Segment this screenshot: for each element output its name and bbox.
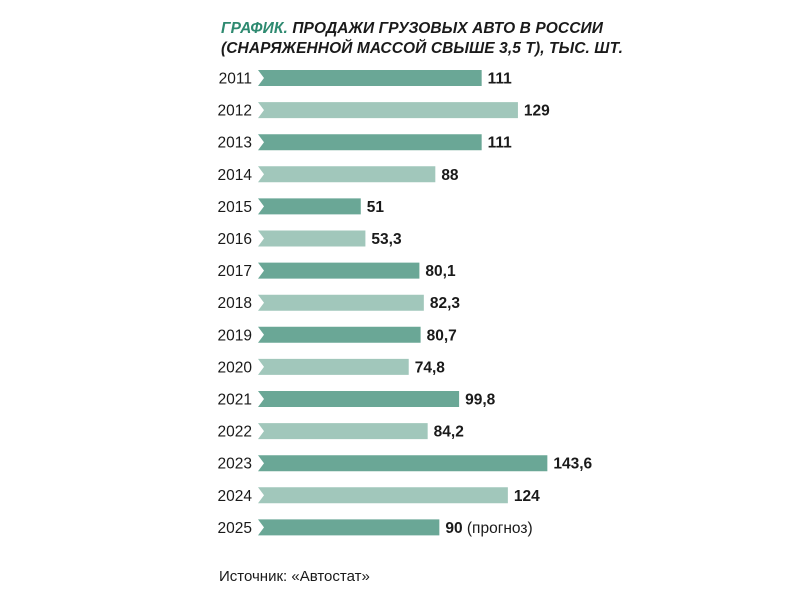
value-label-2013: 111 [488, 135, 513, 152]
value-label-2018: 82,3 [430, 295, 461, 312]
bar-2021 [258, 391, 460, 407]
bar-2013 [258, 134, 482, 151]
bar-2019 [258, 326, 421, 343]
bar-2020 [258, 358, 409, 375]
chart-title-line-1: ГРАФИК. ПРОДАЖИ ГРУЗОВЫХ АВТО В РОССИИ [221, 19, 623, 39]
bar-2015 [258, 198, 361, 215]
chart-title-line-2: (СНАРЯЖЕННОЙ МАССОЙ СВЫШЕ 3,5 Т), ТЫС. Ш… [221, 40, 623, 57]
year-label-2017: 2017 [218, 263, 252, 280]
value-label-2015: 51 [367, 199, 385, 216]
bar-2024 [258, 487, 508, 504]
year-label-2015: 2015 [218, 199, 252, 216]
year-label-2021: 2021 [218, 392, 252, 409]
value-label-2019: 80,7 [427, 327, 457, 344]
bar-2023 [258, 455, 548, 472]
bar-2017 [258, 262, 420, 279]
value-label-2022: 84,2 [434, 424, 464, 441]
value-label-2012: 129 [524, 103, 550, 120]
chart-title-prefix: ГРАФИК. [221, 20, 288, 37]
bar-2014 [258, 166, 436, 183]
year-label-2012: 2012 [218, 103, 252, 120]
value-label-2016: 53,3 [371, 231, 402, 248]
bar-2016 [258, 230, 366, 247]
year-label-2019: 2019 [218, 327, 252, 344]
value-label-2025: 90 (прогноз) [445, 520, 532, 537]
year-label-2020: 2020 [218, 359, 253, 376]
year-label-2014: 2014 [218, 167, 253, 184]
value-label-2024: 124 [514, 488, 540, 505]
value-label-2011: 111 [488, 71, 513, 88]
year-label-2023: 2023 [218, 456, 252, 473]
value-label-2023: 143,6 [553, 456, 592, 473]
year-label-2025: 2025 [218, 520, 252, 537]
bar-2022 [258, 423, 428, 440]
bar-2012 [258, 102, 518, 119]
year-label-2011: 2011 [219, 71, 252, 88]
value-label-2014: 88 [441, 167, 459, 184]
bar-2011 [258, 70, 482, 86]
year-label-2013: 2013 [218, 135, 252, 152]
chart-title: ГРАФИК. ПРОДАЖИ ГРУЗОВЫХ АВТО В РОССИИ (… [221, 19, 623, 59]
chart-title-text: ПРОДАЖИ ГРУЗОВЫХ АВТО В РОССИИ [292, 20, 604, 37]
year-label-2022: 2022 [218, 424, 252, 441]
value-label-2017: 80,1 [425, 263, 456, 280]
value-label-2020: 74,8 [415, 359, 446, 376]
source-note: Источник: «Автостат» [219, 568, 370, 585]
bar-2018 [258, 294, 424, 311]
year-label-2018: 2018 [218, 295, 252, 312]
year-label-2016: 2016 [218, 231, 252, 248]
year-label-2024: 2024 [218, 488, 253, 505]
value-label-2021: 99,8 [465, 392, 496, 409]
bar-2025 [258, 519, 440, 536]
